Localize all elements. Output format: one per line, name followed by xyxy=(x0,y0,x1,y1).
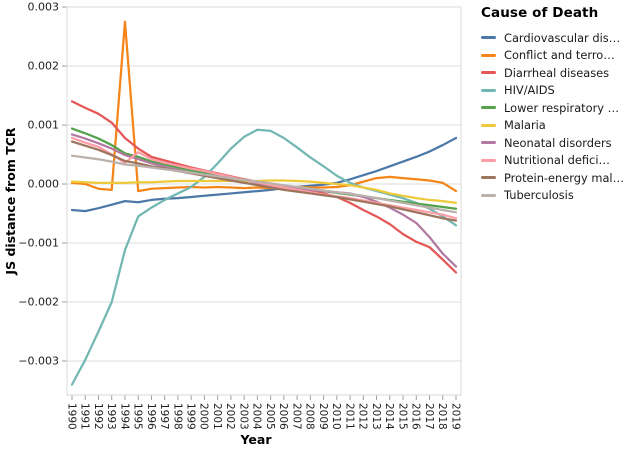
x-tick-label: 2010 xyxy=(330,403,342,430)
legend-swatch-icon xyxy=(481,53,496,57)
y-tick-label: 0.000 xyxy=(28,178,60,191)
legend-item: Diarrheal diseases xyxy=(481,64,639,82)
legend-title: Cause of Death xyxy=(481,5,599,21)
x-tick-label: 2012 xyxy=(357,403,369,430)
legend-swatch-icon xyxy=(481,36,496,40)
legend-swatch-icon xyxy=(481,71,496,75)
x-tick-label: 1994 xyxy=(118,403,130,430)
legend-swatch-icon xyxy=(481,106,496,110)
legend-label: Diarrheal diseases xyxy=(504,65,610,80)
x-tick-label: 1990 xyxy=(65,403,77,430)
legend-swatch-icon xyxy=(481,193,496,197)
legend-item: Nutritional defici… xyxy=(481,152,639,170)
legend-label: Nutritional defici… xyxy=(504,153,610,168)
legend-label: Malaria xyxy=(504,118,546,133)
legend-label: Cardiovascular dis… xyxy=(504,30,621,45)
legend-items: Cardiovascular dis… Conflict and terro… Di… xyxy=(481,29,639,204)
series-line-malaria xyxy=(70,179,458,205)
series-line-tuberculosis xyxy=(70,154,458,214)
x-tick-label: 2000 xyxy=(198,403,210,430)
x-tick-label: 2005 xyxy=(264,403,276,430)
x-tick-label: 2002 xyxy=(224,403,236,430)
x-tick-label: 1993 xyxy=(105,403,117,430)
legend-label: Lower respiratory … xyxy=(504,100,620,115)
legend-swatch-icon xyxy=(481,176,496,180)
x-tick-label: 2006 xyxy=(277,403,289,430)
x-tick-label: 2018 xyxy=(436,403,448,430)
y-axis-title: JS distance from TCR xyxy=(3,127,18,275)
x-axis-title: Year xyxy=(240,432,273,447)
x-tick-label: 2016 xyxy=(410,403,422,430)
legend-item: Protein-energy mal… xyxy=(481,169,639,187)
series-line-nutritional-defici- xyxy=(70,136,458,220)
legend-label: HIV/AIDS xyxy=(504,83,555,98)
legend-swatch-icon xyxy=(481,123,496,127)
x-tick-label: 2004 xyxy=(251,403,263,430)
x-tick-label: 2007 xyxy=(290,403,302,430)
x-tick-label: 2009 xyxy=(317,403,329,430)
x-tick-label: 1995 xyxy=(132,403,144,430)
series-line-protein-energy-mal- xyxy=(70,140,458,222)
x-tick-label: 1996 xyxy=(145,403,157,430)
legend-label: Conflict and terro… xyxy=(504,48,615,63)
legend-item: Conflict and terro… xyxy=(481,47,639,65)
x-tick-label: 2017 xyxy=(423,403,435,430)
legend-swatch-icon xyxy=(481,158,496,162)
x-tick-label: 1998 xyxy=(171,403,183,430)
series-line-cardiovascular-dis- xyxy=(70,136,458,213)
x-tick-label: 2014 xyxy=(383,403,395,430)
x-tick-label: 2019 xyxy=(449,403,461,430)
y-tick-label: −0.002 xyxy=(18,296,59,309)
plot-frame xyxy=(66,6,462,396)
x-tick-label: 1997 xyxy=(158,403,170,430)
y-tick-label: −0.003 xyxy=(18,355,59,368)
y-tick-label: 0.001 xyxy=(28,119,60,132)
y-tick-label: 0.002 xyxy=(28,60,60,73)
legend-item: Tuberculosis xyxy=(481,187,639,205)
x-tick-label: 2003 xyxy=(237,403,249,430)
legend-item: Cardiovascular dis… xyxy=(481,29,639,47)
legend-swatch-icon xyxy=(481,88,496,92)
x-tick-label: 1991 xyxy=(79,403,91,430)
x-tick-label: 1992 xyxy=(92,403,104,430)
x-tick-label: 2015 xyxy=(396,403,408,430)
legend-label: Neonatal disorders xyxy=(504,135,612,150)
x-tick-label: 1999 xyxy=(184,403,196,430)
x-tick-label: 2013 xyxy=(370,403,382,430)
x-tick-label: 2001 xyxy=(211,403,223,430)
legend-item: Lower respiratory … xyxy=(481,99,639,117)
y-tick-label: −0.001 xyxy=(18,237,59,250)
legend: Cause of Death Cardiovascular dis… Confli… xyxy=(481,5,639,204)
legend-item: Neonatal disorders xyxy=(481,134,639,152)
legend-swatch-icon xyxy=(481,141,496,145)
x-tick-label: 2011 xyxy=(343,403,355,430)
legend-item: HIV/AIDS xyxy=(481,82,639,100)
y-tick-label: 0.003 xyxy=(28,1,60,14)
legend-label: Protein-energy mal… xyxy=(504,170,624,185)
x-tick-label: 2008 xyxy=(304,403,316,430)
legend-label: Tuberculosis xyxy=(504,188,574,203)
legend-item: Malaria xyxy=(481,117,639,135)
series-line-hiv-aids xyxy=(70,128,458,386)
